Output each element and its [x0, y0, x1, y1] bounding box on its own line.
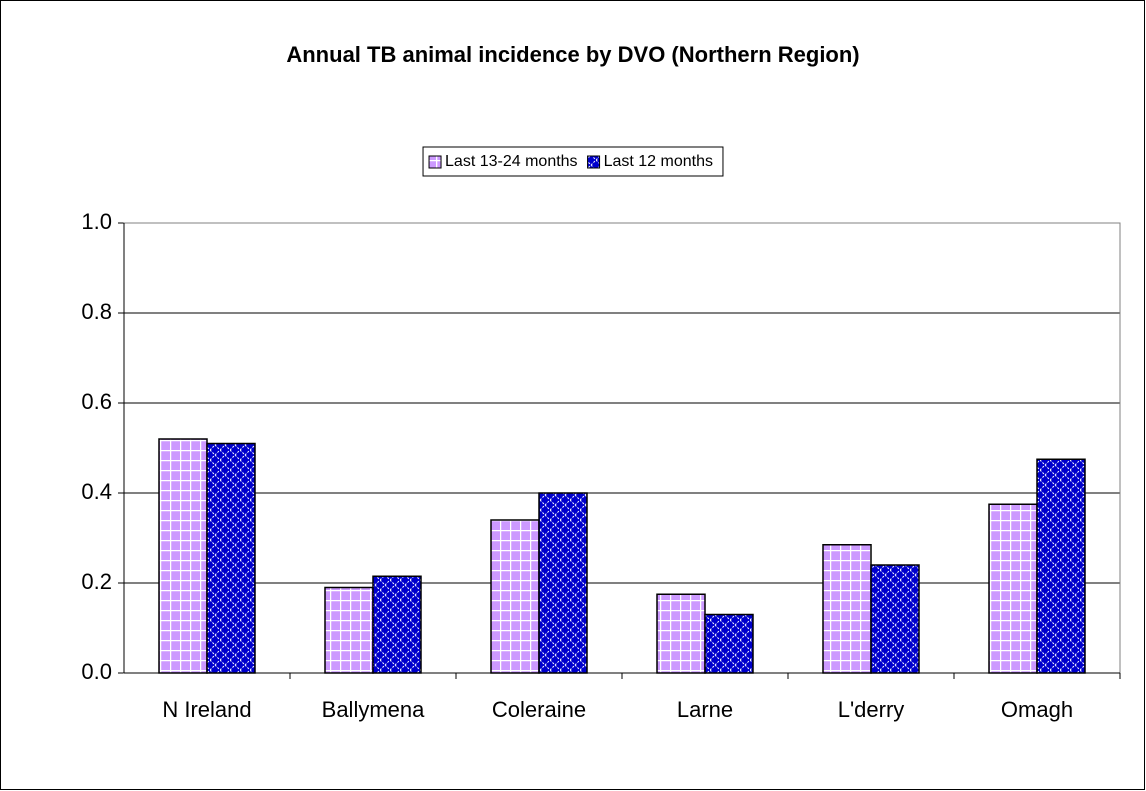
bar	[372, 575, 422, 674]
x-tick-label: Ballymena	[322, 697, 425, 722]
legend-swatch	[587, 155, 601, 169]
y-tick-label: 0.6	[81, 389, 112, 414]
x-tick-label: Coleraine	[492, 697, 586, 722]
y-tick-label: 0.0	[81, 659, 112, 684]
bar	[988, 503, 1038, 674]
x-tick-label: Larne	[677, 697, 733, 722]
legend-label: Last 12 months	[604, 153, 713, 170]
legend-label: Last 13-24 months	[445, 153, 578, 170]
y-tick-label: 0.8	[81, 299, 112, 324]
bar	[324, 586, 374, 674]
x-tick-label: Omagh	[1001, 697, 1073, 722]
bar	[656, 593, 706, 674]
bar	[490, 519, 540, 674]
legend-swatch	[428, 155, 442, 169]
legend-box	[422, 146, 724, 177]
x-tick-label: L'derry	[838, 697, 905, 722]
bar	[870, 564, 920, 674]
bar	[206, 442, 256, 674]
bar	[704, 613, 754, 674]
x-tick-label: N Ireland	[162, 697, 251, 722]
bar	[158, 438, 208, 674]
y-tick-label: 0.4	[81, 479, 112, 504]
bar	[1036, 458, 1086, 674]
y-tick-label: 1.0	[81, 209, 112, 234]
bar	[538, 492, 588, 674]
bar	[822, 544, 872, 674]
chart-title: Annual TB animal incidence by DVO (North…	[286, 42, 859, 67]
y-tick-label: 0.2	[81, 569, 112, 594]
legend: Last 13-24 months Last 12 months	[422, 146, 724, 177]
